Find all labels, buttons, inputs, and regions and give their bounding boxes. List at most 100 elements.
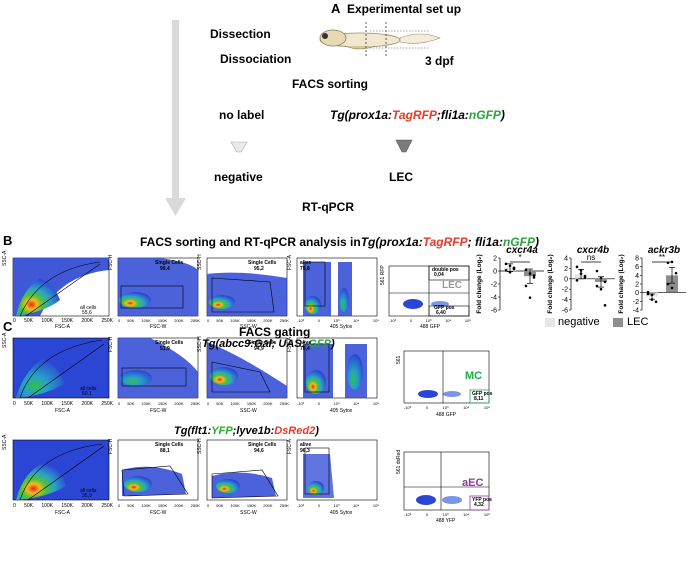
chart-2-ylabel: Fold change (Log₂) (618, 254, 625, 313)
chart-0-point (508, 271, 512, 274)
chart-0-point (532, 274, 536, 277)
c12-xticks: 0 50K 100K 150K 200K 250K (118, 401, 200, 406)
facs-plot-b3 (206, 257, 288, 317)
b5-lec-label: LEC (442, 280, 462, 291)
b4-gate-label: alive (300, 260, 312, 266)
chart-1-point (603, 280, 607, 284)
chart-0-point (528, 296, 532, 299)
facs-plot-c1-2 (117, 337, 199, 399)
c21-xticks: 0 50K 100K 150K 200K 250K (13, 503, 113, 509)
b5-gate2-value: 6,40 (436, 310, 446, 316)
c12-gate-label: Single Cells (155, 340, 184, 346)
chart-0-tick-label: 0 (493, 269, 497, 276)
c23-gate-label: Single Cells (248, 442, 277, 448)
c12-gate-value: 51,9 (160, 346, 170, 352)
lec-label: LEC (389, 170, 413, 184)
c22-xlabel: FSC-W (150, 510, 167, 516)
chart-1-point (603, 304, 607, 307)
c13-xlabel: SSC-W (240, 408, 257, 414)
chart-2-point (674, 271, 678, 275)
chart-1-point (599, 276, 603, 280)
legend-negative-label: negative (558, 316, 600, 328)
chart-0-point (508, 264, 512, 268)
b1-gate-label: all cells (80, 305, 97, 311)
chart-2-tick-label: 8 (635, 256, 639, 263)
row1-transgenic-label: Tg(abcc9:Gal; UAS: GFP) (202, 338, 335, 350)
facs-plot-c1-1 (12, 337, 110, 399)
chart-0-tick-label: -6 (491, 308, 497, 315)
c15-gate-value: 8,11 (474, 396, 484, 402)
row2-transgenic-label: Tg(flt1:YFP;lyve1b:DsRed2) (174, 425, 319, 437)
chart-0-point (524, 284, 528, 288)
chart-1-tick-label: -6 (562, 308, 568, 315)
b4-xlabel: 405 Sytox (330, 324, 353, 330)
chart-0-point (528, 272, 532, 275)
facs-plot-c2-1 (12, 439, 110, 501)
b1-xlabel: FSC-A (55, 324, 70, 330)
c11-xticks: 0 50K 100K 150K 200K 250K (13, 401, 113, 407)
c22-ylabel: FSC-H (108, 438, 114, 454)
c15-mc-label: MC (465, 370, 483, 382)
c12-xlabel: FSC-W (150, 408, 167, 414)
chart-2-bar-LEC (666, 275, 678, 293)
chart-2-point (650, 298, 654, 301)
c12-ylabel: FSC-H (108, 336, 114, 352)
b3-gate-value: 95,2 (254, 266, 264, 272)
chart-2-tick-label: -2 (633, 299, 639, 306)
zebrafish-larva-illustration (319, 22, 441, 58)
b5-gate2-label: GFP pos (434, 305, 455, 311)
c21-xlabel: FSC-A (55, 510, 70, 516)
age-label: 3 dpf (425, 54, 454, 68)
b4-gate-value: 79,8 (300, 266, 310, 272)
negative-label: negative (214, 170, 263, 184)
step-dissociation: Dissociation (220, 52, 292, 66)
c24-ylabel: FSC-A (287, 439, 293, 454)
chart-0-point (504, 262, 508, 266)
b4-xticks: -10³ 0 10³ 10⁴ 10⁵ (297, 318, 379, 323)
chart-0-tick-label: -4 (491, 295, 497, 302)
chart-1-tick-label: -2 (562, 287, 568, 294)
c25-ylabel: 561 dsRed (396, 449, 402, 474)
c15-gate-label: GFP pos (472, 391, 493, 397)
c25-aec-label: aEC (462, 477, 484, 489)
facs-plot-c2-4 (296, 439, 378, 501)
c23-xticks: 0 50K 100K 150K 200K 250K (207, 503, 289, 508)
workflow-arrow (165, 20, 186, 216)
c24-xlabel: 405 Sytox (330, 510, 353, 516)
no-label-text: no label (219, 108, 265, 122)
chart-1-point (595, 284, 599, 288)
chart-1-point (575, 279, 579, 282)
panel-a-letter: A (331, 1, 341, 16)
chart-2-point (650, 293, 654, 297)
chart-2-point (670, 286, 674, 290)
b2-gate-value: 99,4 (160, 266, 170, 272)
c15-xticks: -10³ 0 10³ 10⁴ 10⁵ (404, 405, 490, 410)
facs-plot-c1-5 (403, 350, 490, 404)
chart-1-point (599, 287, 603, 291)
c11-gate-value: 50,1 (82, 391, 92, 397)
chart-1-tick-label: 0 (564, 276, 568, 283)
chart-2-significance: ** (659, 253, 665, 262)
chart-1-ylabel: Fold change (Log₂) (547, 254, 554, 313)
c25-gate-value: 4,32 (474, 502, 484, 508)
chart-1-point (579, 272, 583, 275)
facs-plot-b5 (388, 265, 470, 317)
c22-gate-label: Single Cells (155, 442, 184, 448)
b2-xlabel: FSC-W (150, 324, 167, 330)
chart-2-title: ackr3b (648, 245, 680, 256)
transgenic-line-label: Tg(prox1a:TagRFP;fli1a:nGFP) (330, 108, 505, 122)
b2-gate-label: Single Cells (155, 260, 184, 266)
panel-c-title: FACS gating (239, 325, 311, 339)
c13-xticks: 0 50K 100K 150K 200K 250K (207, 401, 289, 406)
chart-0-point (532, 276, 536, 279)
chart-1-point (583, 274, 587, 278)
c14-xlabel: 405 Sytox (330, 408, 353, 414)
chart-0-point (524, 268, 528, 272)
step-facs-sorting: FACS sorting (292, 77, 369, 91)
c24-gate-value: 96,3 (300, 448, 310, 454)
chart-0-point (512, 267, 516, 271)
tube-lec-icon (395, 139, 413, 153)
